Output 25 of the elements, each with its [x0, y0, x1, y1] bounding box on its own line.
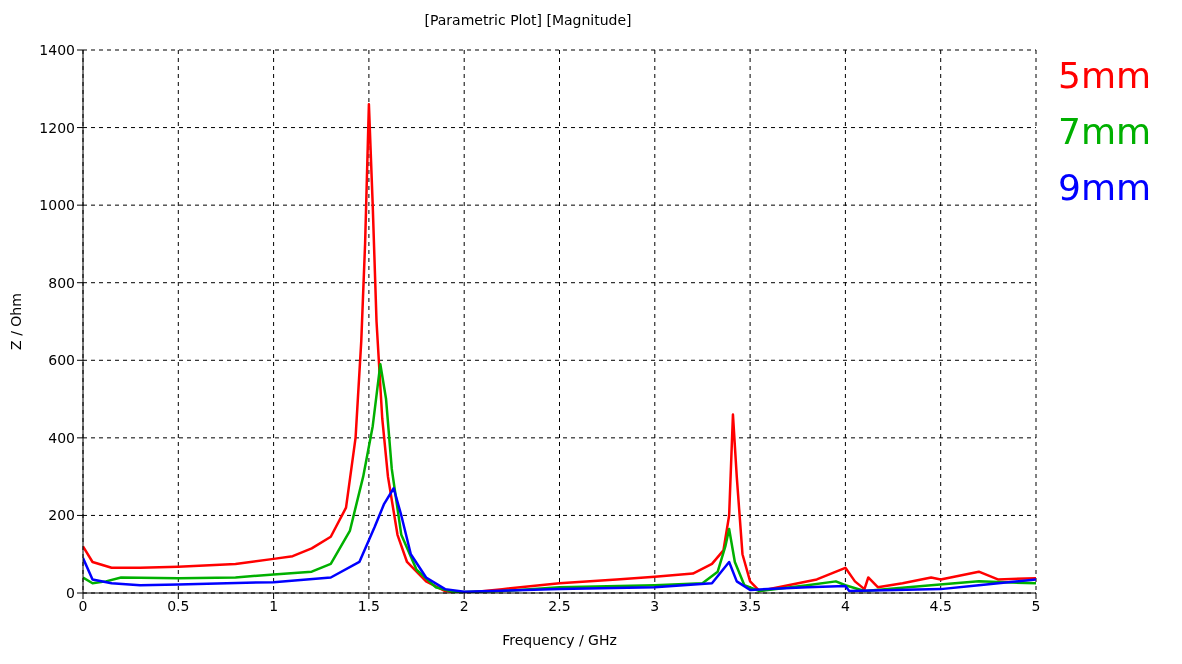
x-tick-label: 0 [78, 597, 88, 614]
y-tick-label: 200 [48, 507, 75, 524]
y-axis-title: Z / Ohm [7, 293, 24, 350]
x-axis-title: Frequency / GHz [502, 632, 617, 648]
chart-title: [Parametric Plot] [Magnitude] [423, 12, 633, 28]
y-tick-label: 1400 [39, 41, 75, 58]
x-tick-label: 3.5 [738, 597, 762, 614]
y-tick-label: 800 [48, 274, 75, 291]
x-tick-label: 4 [840, 597, 850, 614]
x-tick-label: 0.5 [167, 597, 190, 614]
x-tick-label: 1.5 [357, 597, 381, 614]
x-tick-label: 5 [1031, 597, 1041, 614]
y-tick-label: 1000 [39, 197, 75, 214]
x-tick-label: 4.5 [929, 597, 952, 614]
text: 7mm [1058, 110, 1152, 154]
text: 9mm [1058, 166, 1152, 210]
x-tick-label: 3 [650, 597, 660, 614]
text: 5mm [1058, 54, 1152, 98]
x-tick-label: 2.5 [548, 597, 571, 614]
y-tick-label: 600 [48, 352, 75, 369]
x-tick-label: 1 [269, 597, 279, 614]
y-tick-label: 0 [66, 584, 75, 601]
y-tick-label: 1200 [39, 119, 75, 136]
y-tick-label: 400 [48, 429, 75, 446]
x-tick-label: 2 [459, 597, 469, 614]
